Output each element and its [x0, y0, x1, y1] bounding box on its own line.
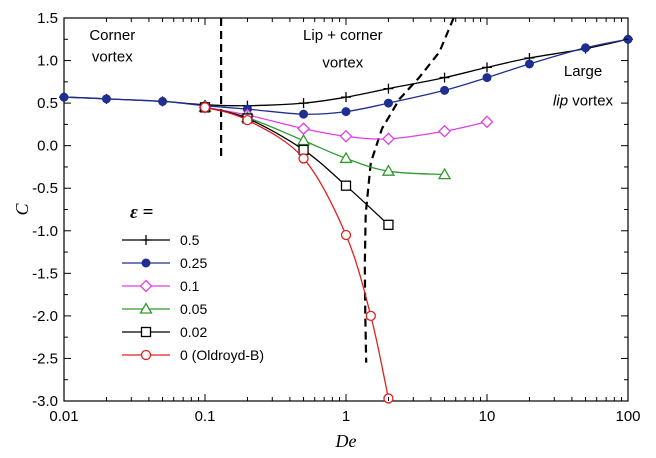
y-tick-label: 0.5 [37, 95, 58, 112]
x-tick-label: 1 [342, 408, 350, 425]
regime-boundary-2 [363, 17, 455, 363]
data-point [439, 72, 450, 83]
legend-swatch-marker [140, 349, 152, 361]
y-tick-label: 0.0 [37, 138, 58, 155]
legend-label: 0.02 [180, 324, 207, 340]
series-0.02 [199, 102, 394, 230]
data-point [296, 133, 311, 146]
data-point [440, 85, 450, 95]
data-point [340, 229, 352, 241]
legend-entry: 0.25 [122, 255, 207, 271]
legend-label: 0.25 [180, 255, 207, 271]
data-point [101, 94, 111, 104]
x-tick-label: 0.01 [49, 408, 78, 425]
y-tick-label: -2.0 [32, 308, 58, 325]
x-tick-label: 0.1 [195, 408, 216, 425]
region-label: vortex [92, 48, 133, 65]
legend-swatch-marker [139, 279, 153, 293]
y-tick-label: -1.0 [32, 223, 58, 240]
data-point [339, 151, 353, 164]
data-point [341, 92, 351, 103]
region-label: lip vortex [553, 93, 614, 110]
legend: ε = 0.5 0.25 0.1 0.05 0.02 0 (Oldroyd-B) [122, 202, 264, 363]
legend-swatch-marker [141, 258, 151, 268]
legend-label: 0.5 [180, 232, 200, 248]
series-0.25 [59, 34, 633, 119]
regime-boundaries [220, 17, 455, 363]
annotations-layer: Corner vortex Lip + corner vortex Large lip v… [89, 27, 613, 110]
region-label: Corner [89, 27, 135, 44]
region-label: vortex [322, 54, 363, 71]
series-line [204, 106, 389, 226]
y-tick-label: 1.0 [37, 53, 58, 70]
data-point [199, 102, 211, 113]
data-point [158, 96, 168, 106]
y-tick-label: 1.5 [37, 10, 58, 27]
legend-swatch-marker [141, 235, 151, 245]
legend-entry: 0 (Oldroyd-B) [122, 347, 264, 363]
data-point [383, 98, 393, 108]
data-point [298, 98, 309, 109]
x-tick-label: 10 [479, 408, 496, 425]
data-point [524, 59, 534, 69]
legend-label: 0.05 [180, 301, 207, 317]
data-point [438, 124, 451, 138]
data-point [59, 92, 69, 102]
x-axis-title: De [335, 431, 357, 451]
y-tick-label: -3.0 [32, 393, 58, 410]
data-point [581, 43, 591, 53]
legend-label: 0.1 [180, 278, 200, 294]
data-point [297, 122, 310, 136]
x-tick-label: 100 [615, 408, 640, 425]
data-point [437, 167, 452, 180]
y-axis-title: C [12, 203, 32, 216]
data-point [341, 107, 351, 117]
series-line [63, 38, 629, 115]
legend-label: 0 (Oldroyd-B) [180, 347, 264, 363]
legend-entry: 0.1 [122, 278, 200, 294]
data-point [381, 164, 396, 176]
legend-entry: 0.02 [122, 324, 207, 340]
data-point [298, 144, 309, 156]
data-point [298, 153, 309, 164]
legend-swatch-marker [140, 326, 152, 338]
y-tick-label: -0.5 [32, 180, 58, 197]
data-point [299, 109, 309, 119]
data-point [340, 180, 352, 191]
region-label: Lip + corner [303, 27, 383, 44]
data-point [382, 132, 395, 146]
data-point [339, 129, 353, 143]
data-point [242, 114, 253, 126]
legend-entry: 0.5 [122, 232, 200, 248]
data-point [482, 62, 492, 73]
y-tick-label: -1.5 [32, 265, 58, 282]
legend-swatch-marker [139, 302, 153, 314]
ticks-layer: 0.01 0.1 1 10 100 1.5 1.0 0.5 0.0 -0.5 -1.0 -1.5 -2.… [32, 10, 640, 425]
data-point [482, 73, 492, 83]
data-point [480, 115, 494, 129]
data-point [383, 219, 394, 230]
legend-title: ε = [130, 202, 153, 223]
y-tick-label: -2.5 [32, 350, 58, 367]
data-point [383, 83, 394, 94]
data-point [365, 310, 376, 322]
series-0.5 [59, 34, 633, 111]
region-label: Large [564, 63, 602, 80]
legend-entry: 0.05 [122, 301, 207, 317]
